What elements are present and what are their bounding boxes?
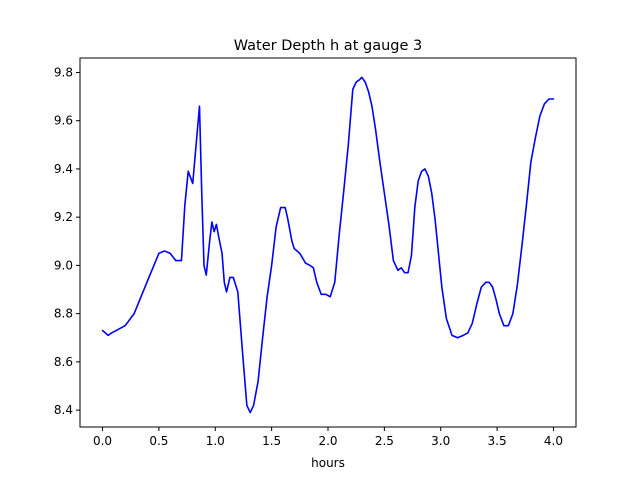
series-line-1	[101, 76, 555, 414]
y-tick-label: 9.4	[54, 162, 73, 176]
x-axis-label: hours	[311, 456, 345, 470]
series-layer	[101, 76, 555, 414]
x-tick-label: 2.5	[375, 434, 394, 448]
x-tick-label: 3.0	[431, 434, 450, 448]
y-tick-label: 8.6	[54, 355, 73, 369]
x-tick-label: 0.5	[149, 434, 168, 448]
y-tick-label: 9.2	[54, 210, 73, 224]
x-tick-label: 0.0	[93, 434, 112, 448]
x-tick-label: 1.5	[262, 434, 281, 448]
x-tick-label: 1.0	[206, 434, 225, 448]
y-tick-label: 9.0	[54, 258, 73, 272]
y-tick-label: 8.8	[54, 307, 73, 321]
x-tick-label: 4.0	[544, 434, 563, 448]
y-tick-label: 8.4	[54, 403, 73, 417]
plot-area	[80, 58, 576, 427]
x-axis: 0.0 0.5 1.0 1.5 2.0 2.5 3.0 3.5 4.0	[93, 427, 563, 448]
y-axis: 8.4 8.6 8.8 9.0 9.2 9.4 9.6 9.8	[54, 65, 80, 417]
y-tick-label: 9.6	[54, 114, 73, 128]
y-tick-label: 9.8	[54, 65, 73, 79]
chart-title: Water Depth h at gauge 3	[234, 38, 422, 54]
x-tick-label: 3.5	[488, 434, 507, 448]
x-tick-label: 2.0	[318, 434, 337, 448]
